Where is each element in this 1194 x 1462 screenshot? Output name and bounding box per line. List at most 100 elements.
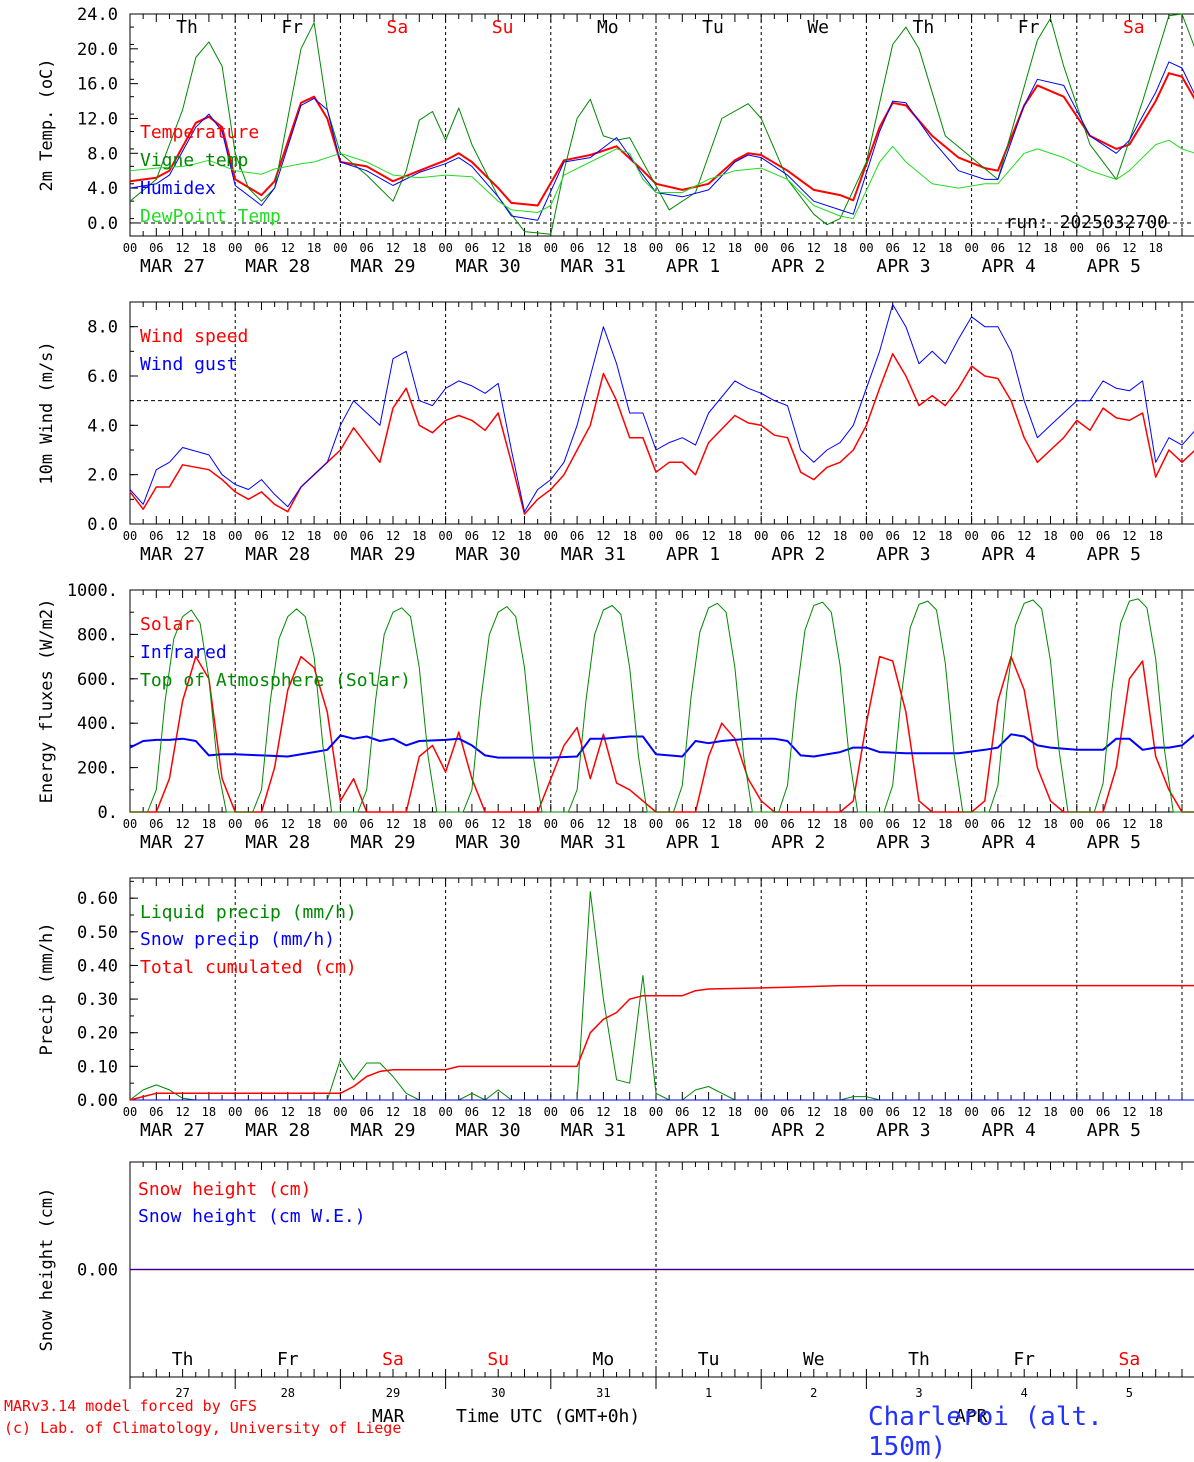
- hour-tick-label: 18: [1043, 1105, 1057, 1119]
- hour-tick-label: 00: [544, 529, 558, 543]
- date-label: MAR 31: [561, 256, 626, 277]
- day-name-label: Fr: [277, 1349, 299, 1370]
- series-line-1-1: [129, 72, 1194, 207]
- hour-tick-label: 12: [386, 241, 400, 255]
- date-label: MAR 29: [350, 832, 415, 853]
- y-tick-label: 0.30: [77, 990, 118, 1010]
- hour-tick-label: 06: [149, 529, 163, 543]
- hour-tick-label: 06: [991, 1105, 1005, 1119]
- hour-tick-label: 06: [570, 529, 584, 543]
- credit-note: (c) Lab. of Climatology, University of L…: [4, 1419, 402, 1437]
- day-name-label: Fr: [1018, 17, 1040, 38]
- hour-tick-label: 06: [359, 241, 373, 255]
- hour-tick-label: 12: [1017, 241, 1031, 255]
- series-line-2-2: [129, 304, 1194, 513]
- hour-tick-label: 06: [675, 241, 689, 255]
- hour-tick-label: 00: [859, 1105, 873, 1119]
- hour-tick-label: 12: [491, 529, 505, 543]
- hour-tick-label: 00: [544, 817, 558, 831]
- run-label: run: 2025032700: [1005, 212, 1168, 233]
- hour-tick-label: 18: [412, 529, 426, 543]
- date-label: APR 5: [1087, 1120, 1141, 1141]
- hour-tick-label: 12: [491, 1105, 505, 1119]
- hour-tick-label: 12: [912, 529, 926, 543]
- y-tick-label: 16.0: [77, 75, 118, 95]
- hour-tick-label: 12: [701, 1105, 715, 1119]
- hour-tick-label: 18: [1148, 529, 1162, 543]
- hour-tick-label: 12: [386, 1105, 400, 1119]
- hour-tick-label: 12: [1122, 817, 1136, 831]
- date-label: MAR 29: [350, 544, 415, 565]
- hour-tick-label: 12: [807, 529, 821, 543]
- hour-tick-label: 06: [254, 817, 268, 831]
- legend-entry: Liquid precip (mm/h): [140, 902, 357, 923]
- day-number-label: 1: [705, 1386, 712, 1400]
- legend-entry: Humidex: [140, 178, 216, 199]
- hour-tick-label: 06: [675, 529, 689, 543]
- day-number-label: 2: [810, 1386, 817, 1400]
- model-note: MARv3.14 model forced by GFS: [4, 1397, 257, 1415]
- hour-tick-label: 18: [307, 529, 321, 543]
- date-label: MAR 29: [350, 1120, 415, 1141]
- hour-tick-label: 00: [649, 1105, 663, 1119]
- hour-tick-label: 18: [622, 817, 636, 831]
- date-label: APR 2: [771, 1120, 825, 1141]
- hour-tick-label: 00: [438, 529, 452, 543]
- y-tick-label: 4.0: [87, 416, 118, 436]
- series-line-2-1: [129, 353, 1194, 515]
- hour-tick-label: 00: [438, 241, 452, 255]
- hour-tick-label: 12: [175, 241, 189, 255]
- hour-tick-label: 06: [885, 241, 899, 255]
- hour-tick-label: 18: [938, 241, 952, 255]
- hour-tick-label: 18: [1148, 1105, 1162, 1119]
- panel-3-frame: [129, 589, 1194, 813]
- hour-tick-label: 06: [149, 1105, 163, 1119]
- date-label: MAR 29: [350, 256, 415, 277]
- date-label: MAR 31: [561, 1120, 626, 1141]
- date-label: APR 1: [666, 256, 720, 277]
- hour-tick-label: 00: [333, 241, 347, 255]
- date-label: MAR 28: [245, 256, 310, 277]
- hour-tick-label: 00: [123, 241, 137, 255]
- date-label: APR 1: [666, 832, 720, 853]
- hour-tick-label: 06: [149, 817, 163, 831]
- date-label: APR 2: [771, 832, 825, 853]
- hour-tick-label: 06: [675, 1105, 689, 1119]
- y-tick-label: 8.0: [87, 318, 118, 338]
- date-label: APR 4: [982, 544, 1036, 565]
- hour-tick-label: 06: [780, 241, 794, 255]
- date-label: APR 3: [876, 1120, 930, 1141]
- hour-tick-label: 06: [1096, 1105, 1110, 1119]
- hour-tick-label: 18: [202, 1105, 216, 1119]
- y-axis-label: Snow height (cm): [37, 1188, 57, 1352]
- hour-tick-label: 18: [833, 1105, 847, 1119]
- hour-tick-label: 12: [1017, 817, 1031, 831]
- day-name-label: Sa: [1123, 17, 1145, 38]
- hour-tick-label: 00: [859, 817, 873, 831]
- day-name-label: Th: [176, 17, 198, 38]
- hour-tick-label: 18: [833, 241, 847, 255]
- hour-tick-label: 00: [754, 241, 768, 255]
- y-tick-label: 4.0: [87, 179, 118, 199]
- day-name-label: Tu: [698, 1349, 720, 1370]
- hour-tick-label: 00: [964, 529, 978, 543]
- y-tick-label: 0.0: [87, 515, 118, 535]
- hour-tick-label: 18: [1043, 817, 1057, 831]
- day-name-label: Sa: [1119, 1349, 1141, 1370]
- date-label: APR 4: [982, 1120, 1036, 1141]
- hour-tick-label: 18: [202, 241, 216, 255]
- legend-entry: Total cumulated (cm): [140, 957, 357, 978]
- y-tick-label: 0.60: [77, 889, 118, 909]
- hour-tick-label: 12: [175, 529, 189, 543]
- hour-tick-label: 12: [281, 241, 295, 255]
- hour-tick-label: 18: [307, 1105, 321, 1119]
- date-label: MAR 27: [140, 832, 205, 853]
- month-label-mar: MAR: [372, 1406, 405, 1427]
- day-name-label: Sa: [382, 1349, 404, 1370]
- y-axis-label: Energy fluxes (W/m2): [37, 599, 57, 804]
- date-label: APR 3: [876, 832, 930, 853]
- hour-tick-label: 06: [254, 241, 268, 255]
- hour-tick-label: 12: [701, 529, 715, 543]
- y-tick-label: 20.0: [77, 40, 118, 60]
- hour-tick-label: 06: [149, 241, 163, 255]
